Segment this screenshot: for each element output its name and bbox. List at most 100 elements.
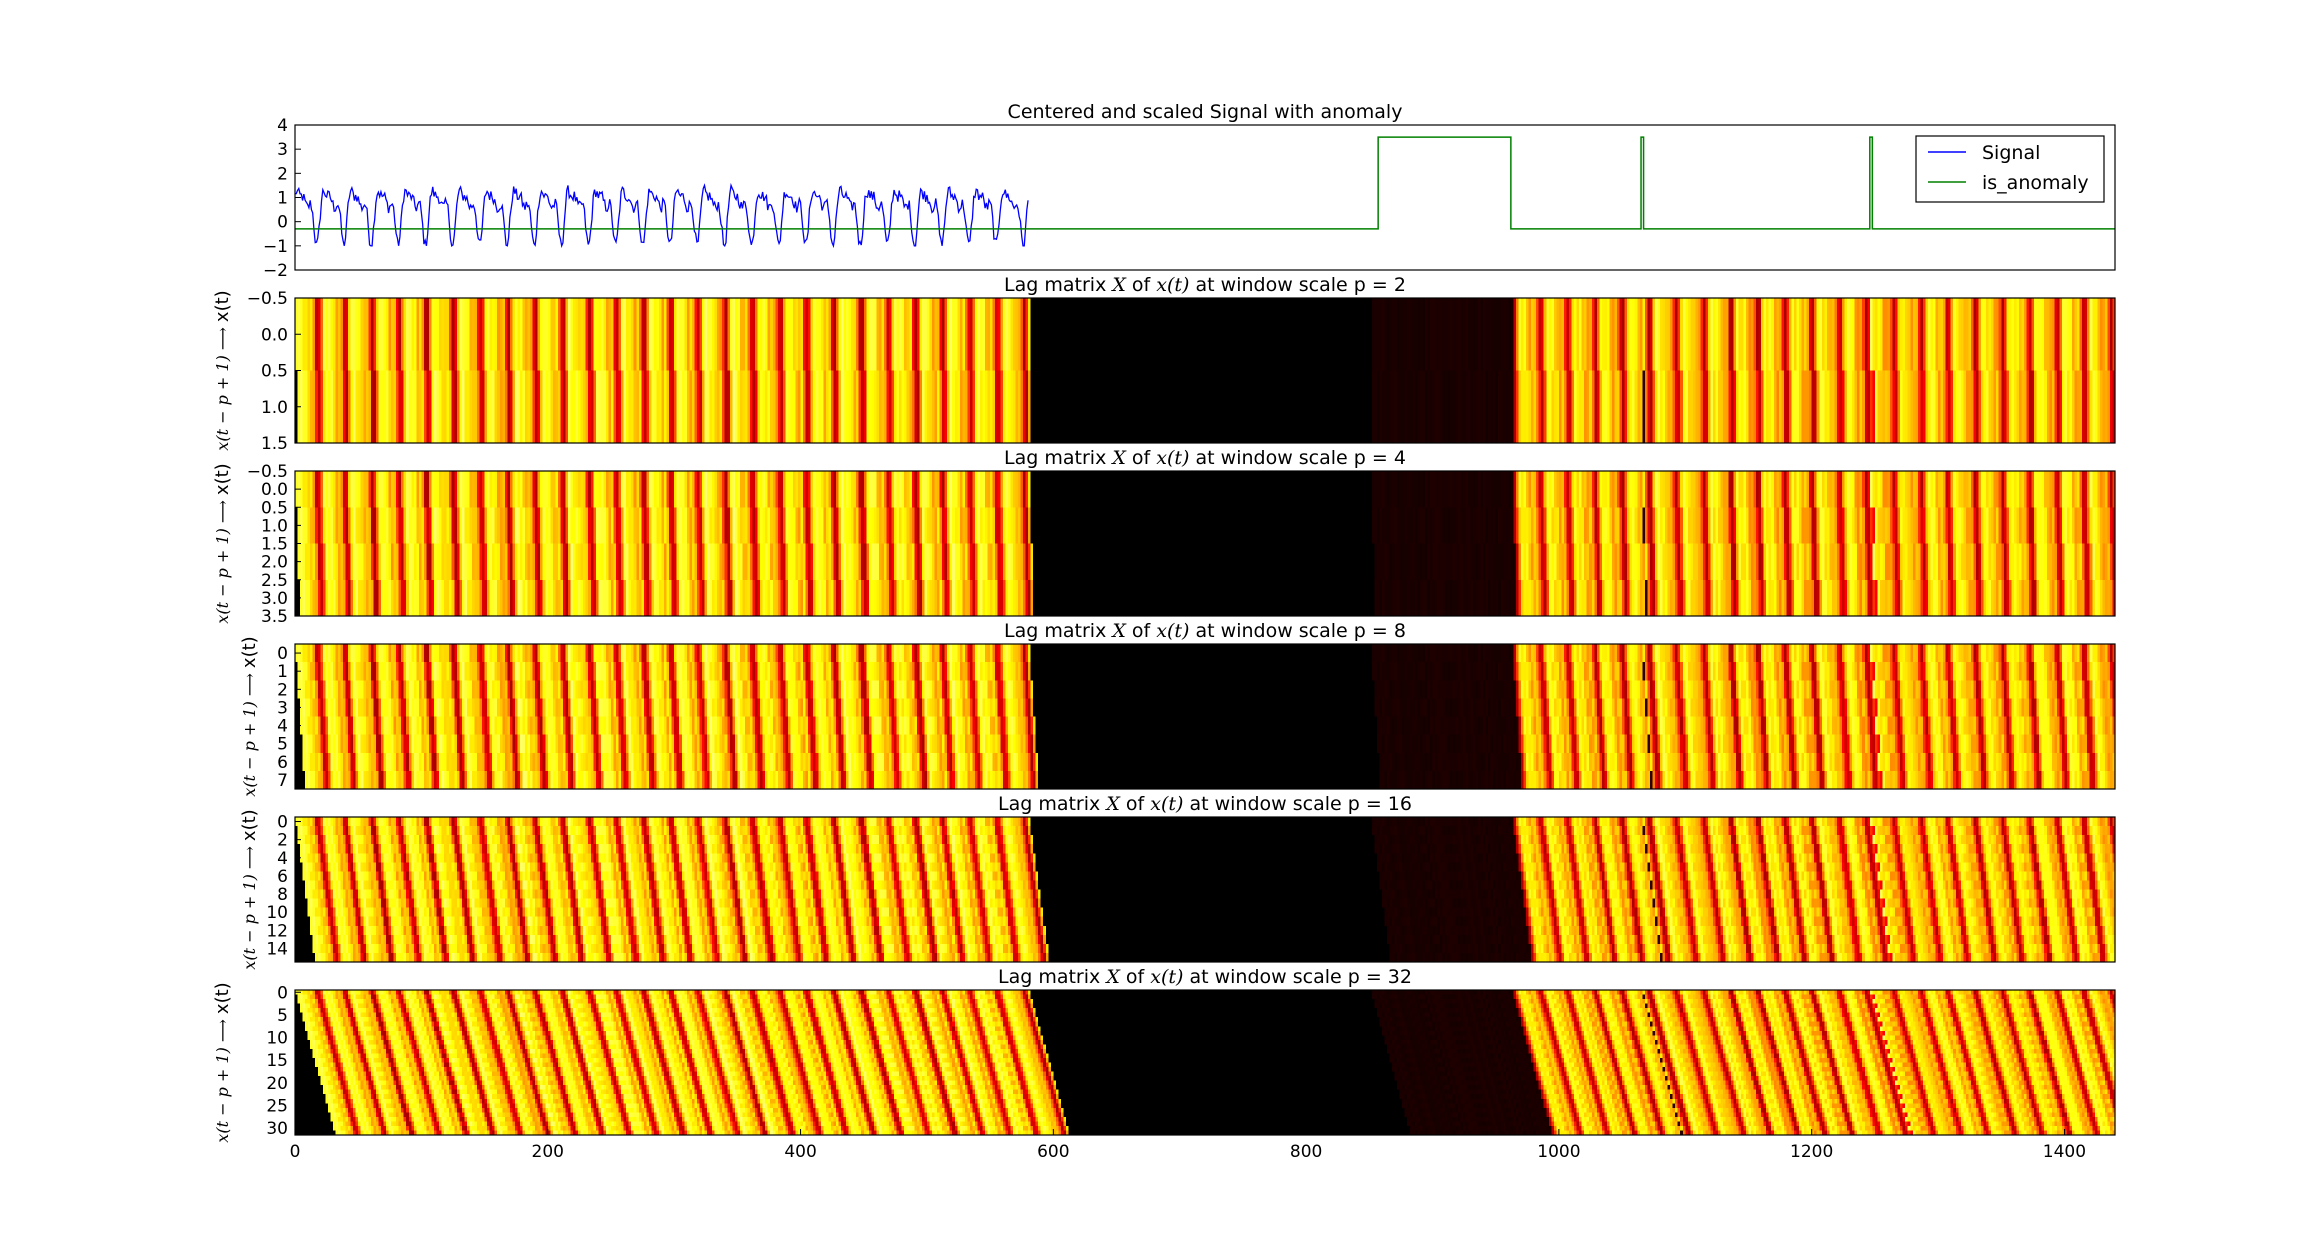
heatmap-cell [368, 644, 371, 663]
heatmap-cell [1647, 371, 1650, 444]
heatmap-cell [758, 371, 761, 444]
heatmap-cell [1784, 471, 1787, 508]
heatmap-cell [328, 507, 331, 544]
heatmap-cell [1420, 371, 1423, 444]
heatmap-cell [1407, 544, 1410, 581]
heatmap-cell [315, 371, 318, 444]
heatmap-cell [1235, 298, 1238, 371]
heatmap-cell [1647, 544, 1650, 581]
heatmap-cell [1680, 298, 1683, 371]
heatmap-cell [606, 298, 609, 371]
title-mid: at window scale p = [1189, 620, 1393, 642]
heatmap-cell [2062, 507, 2065, 544]
heatmap-cell [1008, 544, 1011, 581]
heatmap-cell [1470, 507, 1473, 544]
heatmap-cell [1248, 471, 1251, 508]
heatmap-cell [1559, 580, 1562, 617]
heatmap-cell [414, 580, 417, 617]
heatmap-cell [1182, 471, 1185, 508]
heatmap-cell [932, 544, 935, 581]
heatmap-cell [507, 298, 510, 371]
heatmap-cell [2080, 580, 2083, 617]
heatmap-cell [1599, 471, 1602, 508]
heatmap-cell [389, 298, 392, 371]
heatmap-cell [1384, 507, 1387, 544]
heatmap-cell [366, 507, 369, 544]
heatmap-cell [760, 371, 763, 444]
heatmap-cell [985, 371, 988, 444]
heatmap-cell [2014, 471, 2017, 508]
heatmap-cell [737, 580, 740, 617]
heatmap-cell [1726, 507, 1729, 544]
heatmap-cell [962, 371, 965, 444]
heatmap-cell [480, 471, 483, 508]
heatmap-cell [2039, 298, 2042, 371]
heatmap-cell [808, 544, 811, 581]
heatmap-cell [866, 298, 869, 371]
heatmap-cell [341, 471, 344, 508]
heatmap-cell [1882, 471, 1885, 508]
heatmap-cell [1069, 471, 1072, 508]
heatmap-cell [1759, 371, 1762, 444]
heatmap-cell [495, 644, 498, 663]
heatmap-cell [1362, 544, 1365, 581]
heatmap-cell [442, 471, 445, 508]
heatmap-cell [1465, 298, 1468, 371]
heatmap-cell [341, 298, 344, 371]
heatmap-cell [487, 644, 490, 663]
heatmap-cell [457, 298, 460, 371]
heatmap-cell [540, 507, 543, 544]
heatmap-cell [760, 580, 763, 617]
heatmap-cell [1721, 580, 1724, 617]
heatmap-cell [1202, 507, 1205, 544]
heatmap-cell [1915, 471, 1918, 508]
heatmap-cell [565, 298, 568, 371]
heatmap-cell [510, 507, 513, 544]
heatmap-cell [1407, 471, 1410, 508]
heatmap-cell [606, 507, 609, 544]
heatmap-cell [1951, 298, 1954, 371]
heatmap-cell [1493, 471, 1496, 508]
heatmap-cell [707, 371, 710, 444]
heatmap-cell [2019, 507, 2022, 544]
heatmap-cell [1119, 371, 1122, 444]
heatmap-cell [1213, 371, 1216, 444]
heatmap-cell [1185, 580, 1188, 617]
heatmap-cell [1797, 298, 1800, 371]
heatmap-cell [1903, 507, 1906, 544]
heatmap-cell [1357, 544, 1360, 581]
heatmap-cell [1106, 298, 1109, 371]
heatmap-cell [1842, 298, 1845, 371]
heatmap-cell [1127, 544, 1130, 581]
heatmap-cell [1134, 371, 1137, 444]
heatmap-cell [1253, 507, 1256, 544]
heatmap-cell [909, 371, 912, 444]
heatmap-cell [1673, 507, 1676, 544]
heatmap-cell [1814, 298, 1817, 371]
heatmap-cell [1534, 580, 1537, 617]
heatmap-cell [2105, 580, 2108, 617]
heatmap-cell [1923, 580, 1926, 617]
heatmap-cell [1316, 507, 1319, 544]
heatmap-cell [576, 371, 579, 444]
heatmap-cell [1177, 580, 1180, 617]
heatmap-cell [1195, 580, 1198, 617]
heatmap-cell [1046, 580, 1049, 617]
heatmap-cell [970, 507, 973, 544]
heatmap-cell [2085, 371, 2088, 444]
heatmap-cell [416, 507, 419, 544]
heatmap-cell [897, 507, 900, 544]
heatmap-cell [1726, 544, 1729, 581]
heatmap-cell [1139, 298, 1142, 371]
heatmap-cell [778, 507, 781, 544]
heatmap-cell [876, 298, 879, 371]
heatmap-cell [1847, 298, 1850, 371]
heatmap-cell [1604, 471, 1607, 508]
heatmap-cell [2042, 371, 2045, 444]
heatmap-cell [389, 644, 392, 663]
heatmap-cell [856, 371, 859, 444]
heatmap-cell [603, 507, 606, 544]
heatmap-cell [1920, 544, 1923, 581]
signal-y-tick-label: −1 [263, 237, 288, 257]
heatmap-cell [603, 580, 606, 617]
